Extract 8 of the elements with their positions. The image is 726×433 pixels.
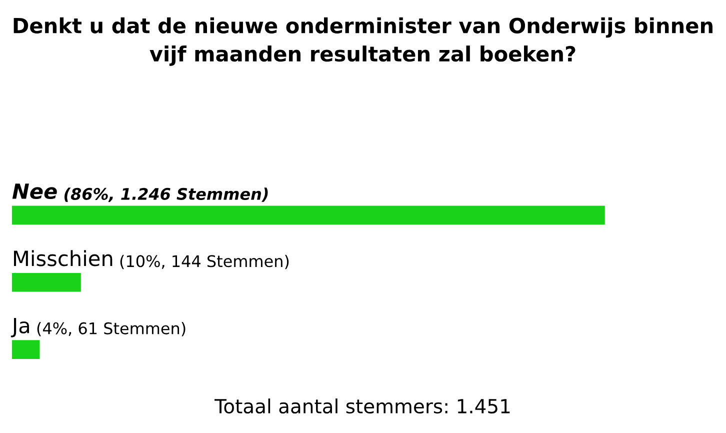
data-label: (86%, 1.246 Stemmen) [64, 188, 268, 202]
y-tick-label: Ja [10, 318, 29, 338]
y-tick-label: Nee [12, 184, 57, 200]
data-label: (4%, 61 Stemmen) [37, 322, 186, 336]
data-label: (10%, 144 Stemmen) [120, 254, 289, 270]
text: Totaal aantal stemmers: 1.451 [214, 398, 510, 414]
y-tick-label: Misschien [14, 250, 112, 266]
chart-title: Denkt u dat de nieuwe onderminister van Onderwijs binnen vijf maanden resultaten zal boeken? [14, 17, 712, 66]
